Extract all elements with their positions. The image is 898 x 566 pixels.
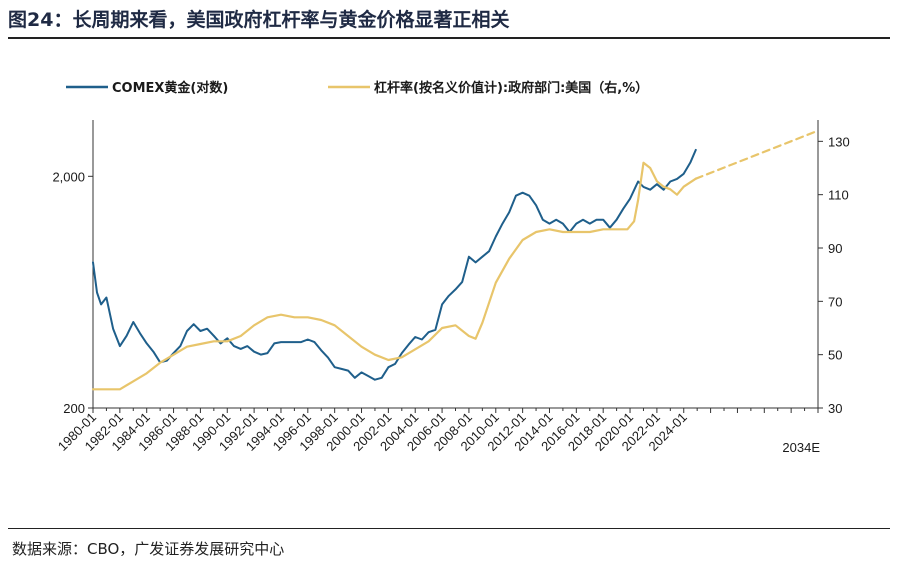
- right-tick-label: 70: [828, 294, 842, 309]
- series-leverage-forecast-line: [694, 129, 820, 180]
- source-note: 数据来源：CBO，广发证券发展研究中心: [12, 540, 285, 558]
- series-gold-line: [92, 148, 697, 381]
- left-tick-label: 200: [63, 401, 85, 416]
- x-extra-label: 2034E: [782, 440, 820, 455]
- legend-gold-label: COMEX黄金(对数): [112, 80, 228, 96]
- chart: 2002,000305070901101301980-011982-011984…: [52, 80, 850, 455]
- title-divider: [8, 37, 890, 39]
- right-tick-label: 50: [828, 348, 842, 363]
- page-title: 图24：长周期来看，美国政府杠杆率与黄金价格显著正相关: [8, 9, 510, 31]
- right-tick-label: 110: [828, 188, 849, 203]
- right-tick-label: 90: [828, 241, 842, 256]
- left-tick-label: 2,000: [52, 169, 85, 184]
- right-tick-label: 130: [828, 134, 850, 149]
- footer-divider: [8, 528, 890, 529]
- series-leverage-line: [91, 161, 697, 391]
- legend-leverage-label: 杠杆率(按名义价值计):政府部门:美国（右,%）: [374, 80, 648, 96]
- right-tick-label: 30: [828, 401, 842, 416]
